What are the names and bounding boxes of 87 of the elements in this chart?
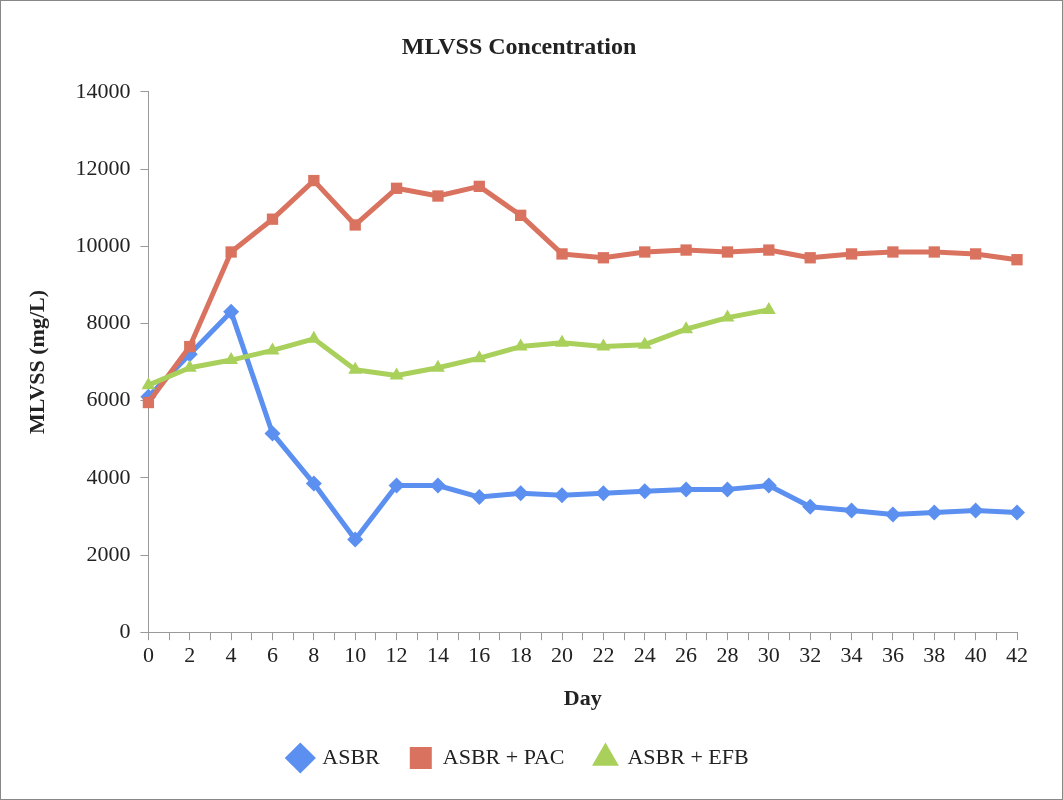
point [804,252,816,264]
x-tick-label: 18 [509,642,532,668]
x-tick-label: 34 [840,642,863,668]
point [637,336,652,349]
point [928,246,940,258]
x-tick-label: 22 [592,642,615,668]
x-tick-label: 20 [551,642,574,668]
x-tick-label: 0 [142,642,154,668]
point [926,504,943,521]
point [555,334,569,347]
y-tick-label: 0 [119,617,131,643]
x-tick-label: 16 [468,642,491,668]
x-tick-label: 36 [881,642,904,668]
point [348,361,363,374]
chart-title: MLVSS Concentration [401,32,637,59]
x-tick-label: 8 [308,642,320,668]
point [802,498,819,515]
point [556,248,568,260]
point [141,377,156,390]
point [1011,254,1023,266]
point [512,485,529,502]
legend-label: ASBR [322,743,381,769]
point [515,209,527,221]
point [184,340,196,353]
point [142,396,155,409]
x-tick-label: 28 [716,642,739,668]
x-tick-label: 4 [225,642,237,668]
point [679,321,694,334]
x-tick-label: 6 [266,642,278,668]
point [347,531,364,548]
point [845,248,858,260]
x-tick-label: 24 [633,642,656,668]
x-tick-label: 10 [344,642,367,668]
point [265,342,280,355]
y-tick-label: 12000 [75,154,131,180]
y-tick-label: 14000 [75,77,131,103]
point [1009,504,1025,521]
point [721,246,734,258]
point [266,213,279,225]
y-tick-label: 8000 [86,309,131,335]
point [308,174,320,187]
legend-label: ASBR + PAC [442,743,565,769]
point [884,506,901,523]
x-axis-title: Day [563,685,602,711]
point [843,502,860,519]
x-tick-label: 40 [964,642,987,668]
point [390,182,403,194]
x-tick-label: 42 [1006,642,1028,668]
point [432,190,444,202]
point [763,244,775,256]
point [596,338,611,351]
point [760,477,777,494]
point [680,244,692,256]
point [639,246,651,258]
point [389,367,404,380]
point [969,248,982,260]
y-tick-label: 4000 [86,463,131,489]
x-tick-label: 30 [757,642,780,668]
point [349,219,361,231]
y-axis-title: MLVSS (mg/L) [23,289,49,435]
point [471,489,488,506]
point [224,352,239,365]
point [761,301,776,314]
point [595,485,612,502]
y-tick-label: 2000 [86,540,131,566]
y-tick-label: 10000 [75,231,131,257]
x-tick-label: 38 [923,642,946,668]
x-tick-label: 32 [799,642,822,668]
point [306,330,321,343]
x-tick-label: 14 [426,642,449,668]
point [305,475,322,492]
point [887,246,899,258]
legend-label: ASBR + EFB [627,743,749,769]
x-tick-label: 12 [385,642,408,668]
point [513,338,528,351]
point [472,350,487,363]
point [720,309,735,322]
point [431,359,445,372]
x-tick-label: 26 [675,642,698,668]
point [473,180,485,193]
point [967,502,984,519]
x-tick-label: 2 [184,642,196,668]
point [223,303,240,320]
point [264,425,281,442]
y-tick-label: 6000 [86,386,131,412]
point [225,246,237,258]
point [597,252,610,264]
